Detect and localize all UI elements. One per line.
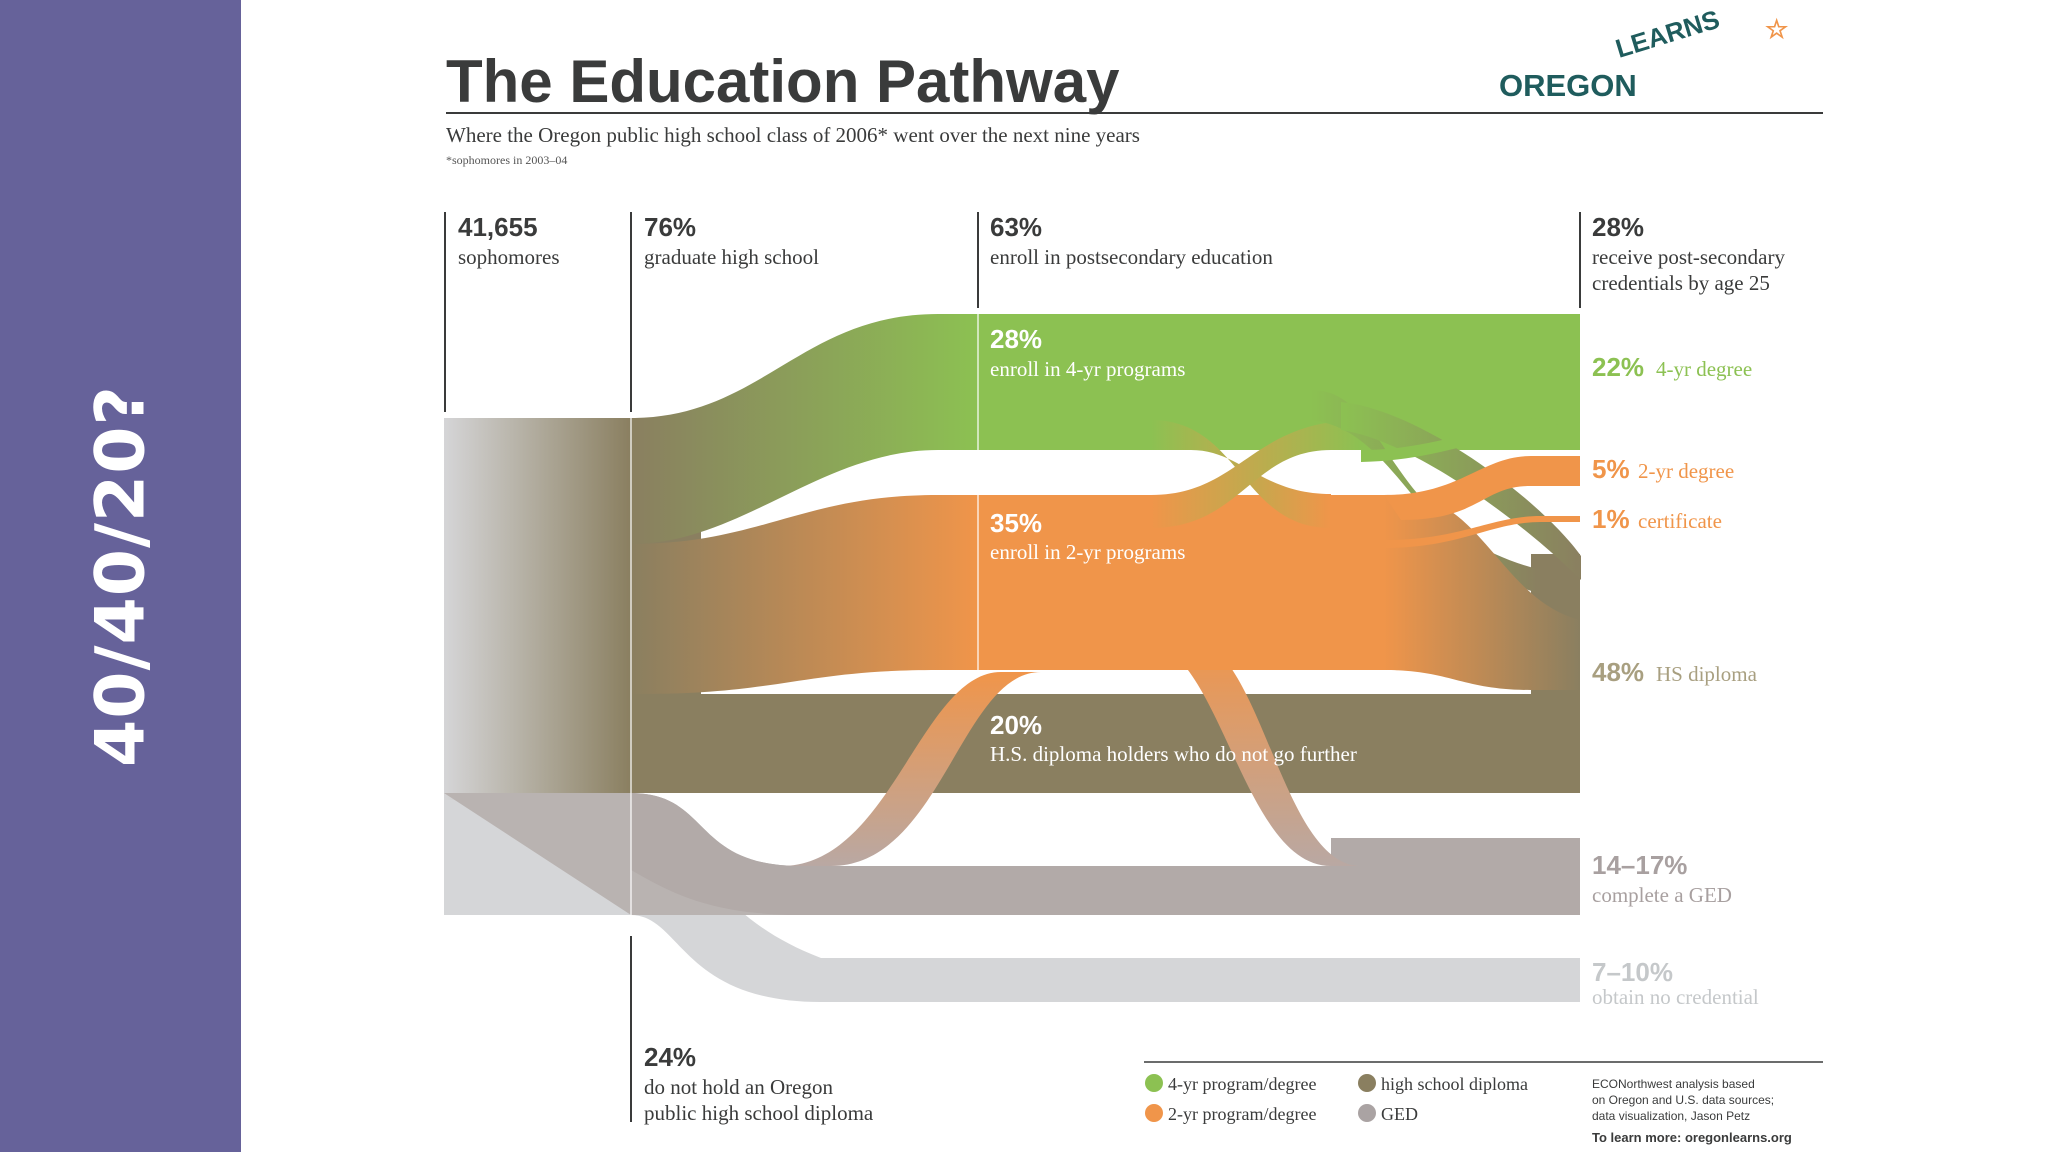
column-label: sophomores	[458, 245, 560, 269]
flow-label: enroll in 4-yr programs	[990, 357, 1185, 381]
sankey-flows	[444, 314, 1581, 1002]
column-value: 76%	[644, 212, 696, 242]
outcome-no-credential: 7–10% obtain no credential	[1592, 957, 1759, 1009]
outcome-hs-diploma: 48% HS diploma	[1592, 657, 1758, 687]
flow-ged-to-2yr	[781, 672, 1041, 866]
column-label: do not hold an Oregon	[644, 1075, 833, 1099]
legend-swatch	[1145, 1074, 1163, 1092]
credit-line: on Oregon and U.S. data sources;	[1592, 1093, 1774, 1107]
flow-certificate	[1384, 516, 1580, 548]
column-value: 24%	[644, 1042, 696, 1072]
outcome-label: HS diploma	[1656, 662, 1758, 686]
outcome-value: 22%	[1592, 352, 1644, 382]
column-label: public high school diploma	[644, 1101, 874, 1125]
flow-2yr-to-4yr	[1151, 420, 1361, 528]
legend-label: high school diploma	[1381, 1074, 1528, 1094]
column-label: enroll in postsecondary education	[990, 245, 1273, 269]
legend-item-4yr: 4-yr program/degree	[1145, 1074, 1316, 1094]
column-label: receive post-secondary	[1592, 245, 1785, 269]
oregon-learns-logo: OREGON LEARNS ☆	[1499, 4, 1789, 103]
outcome-label: 4-yr degree	[1656, 357, 1752, 381]
flow-label: enroll in 2-yr programs	[990, 540, 1185, 564]
credit-line: data visualization, Jason Petz	[1592, 1109, 1750, 1123]
legend-label: 4-yr program/degree	[1168, 1074, 1316, 1094]
education-pathway-infographic: The Education Pathway Where the Oregon p…	[241, 0, 2048, 1152]
flow-4yr-to-hs-b	[1341, 402, 1581, 580]
flow-4yr-to-hs	[1311, 390, 1541, 594]
label-hs-only: 20% H.S. diploma holders who do not go f…	[990, 710, 1357, 766]
infographic-footnote: *sophomores in 2003–04	[446, 153, 567, 167]
flow-4yr-outcome	[1361, 314, 1580, 422]
slide-sidebar: 40/40/20?	[0, 0, 241, 1152]
outcome-label: certificate	[1638, 509, 1722, 533]
legend-swatch	[1358, 1074, 1376, 1092]
credit-line: ECONorthwest analysis based	[1592, 1077, 1755, 1091]
outcome-label: complete a GED	[1592, 883, 1732, 907]
flow-label: H.S. diploma holders who do not go furth…	[990, 742, 1357, 766]
outcome-label: 2-yr degree	[1638, 459, 1734, 483]
credits: ECONorthwest analysis based on Oregon an…	[1592, 1077, 1792, 1145]
flow-2yr-degree-outcome	[1531, 456, 1580, 486]
column-header-no-diploma: 24% do not hold an Oregon public high sc…	[644, 1042, 874, 1125]
outcome-value: 7–10%	[1592, 957, 1673, 987]
flow-4yr-degree-merge	[1361, 412, 1580, 462]
legend-label: GED	[1381, 1104, 1418, 1124]
slide-side-label: 40/40/20?	[81, 384, 161, 768]
flow-value: 20%	[990, 710, 1042, 740]
label-4yr-programs: 28% enroll in 4-yr programs	[990, 324, 1185, 381]
flow-no-credential	[444, 800, 1580, 1002]
column-header-graduate: 76% graduate high school	[644, 212, 819, 269]
column-label: graduate high school	[644, 245, 819, 269]
flow-ged-outcome	[1331, 838, 1580, 915]
logo-arc-word: LEARNS	[1612, 4, 1723, 64]
outcome-value: 5%	[1592, 454, 1630, 484]
learn-more: To learn more: oregonlearns.org	[1592, 1130, 1792, 1145]
legend-item-ged: GED	[1358, 1104, 1418, 1124]
flow-2yr-lower	[978, 528, 1258, 640]
column-label: credentials by age 25	[1592, 271, 1770, 295]
infographic-title: The Education Pathway	[446, 48, 1120, 115]
flow-value: 35%	[990, 508, 1042, 538]
outcome-label: obtain no credential	[1592, 985, 1759, 1009]
legend: 4-yr program/degree high school diploma …	[1145, 1074, 1528, 1124]
outcome-value: 48%	[1592, 657, 1644, 687]
flow-2yr-entry	[631, 495, 978, 694]
infographic-subtitle: Where the Oregon public high school clas…	[446, 123, 1140, 147]
label-2yr-programs: 35% enroll in 2-yr programs	[990, 508, 1185, 564]
column-value: 28%	[1592, 212, 1644, 242]
flow-value: 28%	[990, 324, 1042, 354]
column-value: 63%	[990, 212, 1042, 242]
flow-hs-only	[631, 694, 1580, 793]
outcome-certificate: 1% certificate	[1592, 504, 1722, 534]
outcome-2yr-degree: 5% 2-yr degree	[1592, 454, 1734, 484]
star-icon: ☆	[1765, 14, 1789, 44]
column-header-sophomores: 41,655 sophomores	[458, 212, 560, 269]
flow-4yr-entry	[631, 314, 978, 544]
legend-swatch	[1145, 1104, 1163, 1122]
legend-item-2yr: 2-yr program/degree	[1145, 1104, 1316, 1124]
outcome-ged: 14–17% complete a GED	[1592, 850, 1732, 907]
column-value: 41,655	[458, 212, 538, 242]
flow-2yr-to-ged	[1141, 640, 1361, 866]
legend-label: 2-yr program/degree	[1168, 1104, 1316, 1124]
outcome-value: 1%	[1592, 504, 1630, 534]
column-header-enroll: 63% enroll in postsecondary education	[990, 212, 1273, 269]
logo-word: OREGON	[1499, 68, 1637, 103]
legend-item-hs-diploma: high school diploma	[1358, 1074, 1528, 1094]
legend-swatch	[1358, 1104, 1376, 1122]
outcome-4yr-degree: 22% 4-yr degree	[1592, 352, 1752, 382]
column-header-credentials: 28% receive post-secondary credentials b…	[1592, 212, 1785, 295]
outcome-value: 14–17%	[1592, 850, 1687, 880]
